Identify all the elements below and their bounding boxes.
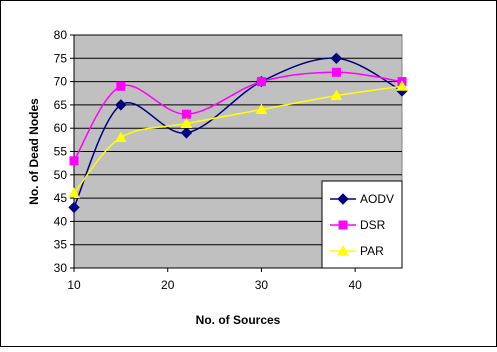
- x-tick-label-3: 40: [348, 278, 362, 292]
- legend-item-par: PAR: [330, 244, 384, 258]
- data-point-aodv-4: [330, 52, 343, 65]
- y-tick-label-8: 70: [54, 75, 68, 89]
- x-axis-label: No. of Sources: [196, 313, 281, 327]
- data-point-par-3: [255, 103, 268, 115]
- series-par: [68, 80, 408, 198]
- data-point-dsr-0: [69, 156, 79, 166]
- legend-label-par: PAR: [360, 244, 384, 258]
- data-point-dsr-3: [256, 77, 266, 87]
- y-tick-label-9: 75: [54, 51, 68, 65]
- y-axis-label: No. of Dead Nodes: [27, 98, 41, 205]
- x-axis-ticks: 10 20 30 40: [67, 268, 362, 292]
- legend-marker-dsr: [338, 220, 348, 230]
- legend: AODV DSR PAR: [321, 180, 403, 269]
- legend-item-dsr: DSR: [330, 218, 386, 232]
- data-point-dsr-4: [331, 67, 341, 77]
- y-tick-label-2: 40: [54, 214, 68, 228]
- y-axis-ticks: 30 35 40 45 50 55 60 65 70 75 80: [54, 28, 74, 275]
- data-point-aodv-0: [68, 201, 80, 214]
- data-point-par-2: [180, 117, 193, 129]
- data-point-aodv-2: [180, 127, 193, 139]
- x-tick-label-0: 10: [67, 278, 81, 292]
- legend-marker-par: [337, 244, 349, 256]
- data-point-par-0: [68, 187, 80, 198]
- data-point-par-1: [115, 131, 127, 143]
- series-dsr: [69, 67, 407, 166]
- y-tick-label-6: 60: [54, 121, 68, 135]
- data-point-dsr-2: [181, 109, 191, 119]
- x-tick-label-2: 30: [255, 278, 269, 292]
- legend-item-aodv: AODV: [330, 192, 394, 206]
- y-tick-label-5: 55: [54, 145, 68, 159]
- x-tick-label-1: 20: [161, 278, 175, 292]
- series-layer: [68, 52, 408, 214]
- legend-label-aodv: AODV: [360, 192, 394, 206]
- y-tick-label-0: 30: [54, 261, 68, 275]
- legend-label-dsr: DSR: [360, 218, 386, 232]
- data-point-aodv-1: [115, 99, 127, 111]
- y-tick-label-4: 50: [54, 168, 68, 182]
- data-point-dsr-1: [116, 81, 126, 91]
- y-tick-label-10: 80: [54, 28, 68, 42]
- y-tick-label-3: 45: [54, 191, 68, 205]
- gridlines: [73, 34, 402, 269]
- y-tick-label-1: 35: [54, 238, 68, 252]
- data-point-par-4: [330, 89, 343, 101]
- legend-marker-aodv: [337, 193, 349, 205]
- y-tick-label-7: 65: [54, 98, 68, 112]
- data-point-par-5: [396, 80, 408, 91]
